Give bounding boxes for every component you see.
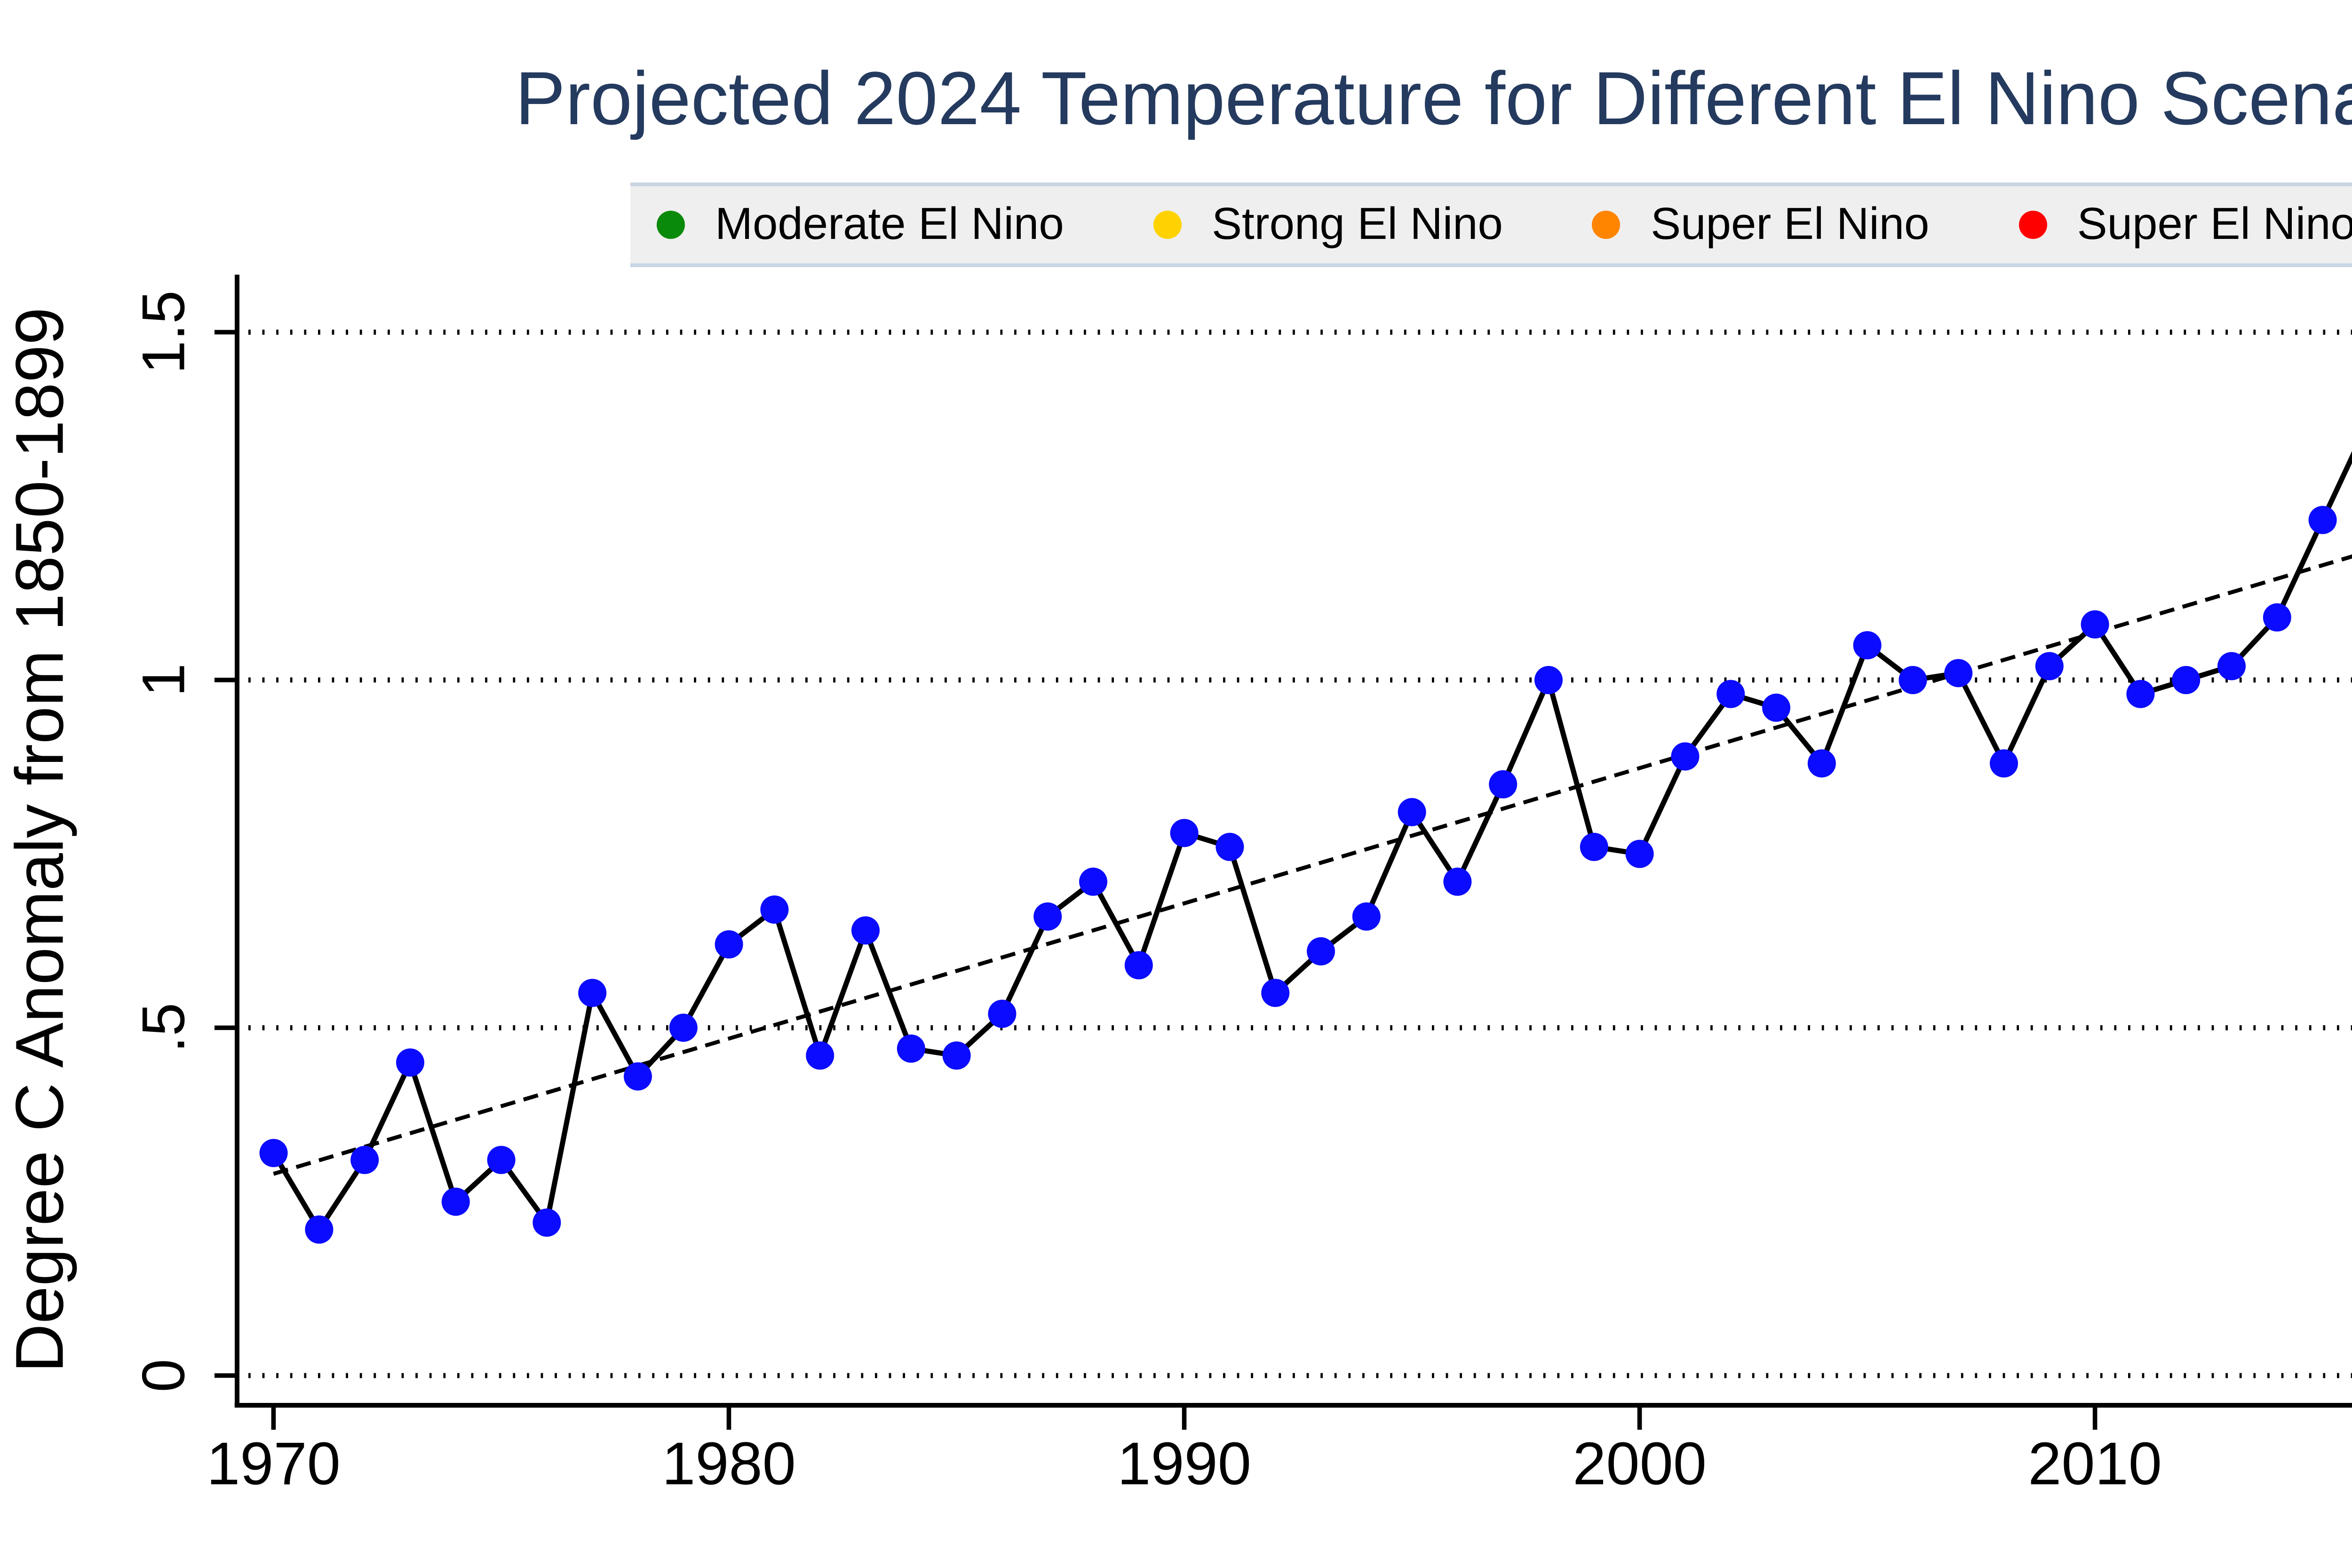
data-point: [1216, 832, 1244, 861]
x-tick-label: 1980: [662, 1430, 796, 1497]
y-tick-label: .5: [130, 1003, 198, 1053]
legend-item-label: Strong El Nino: [1211, 198, 1503, 249]
data-point: [1899, 666, 1927, 694]
data-point: [396, 1048, 424, 1077]
y-tick-label: 1.5: [130, 290, 198, 374]
legend: Moderate El Nino Strong El Nino Super El N…: [630, 182, 2352, 267]
legend-item-label: Moderate El Nino: [715, 198, 1064, 249]
data-point: [1671, 742, 1700, 771]
data-point: [669, 1014, 698, 1042]
trend-line: [273, 554, 2352, 1176]
legend-item: Strong El Nino: [1153, 198, 1503, 251]
data-point: [1398, 798, 1426, 826]
data-point: [532, 1208, 561, 1237]
data-point: [851, 916, 880, 945]
data-point: [305, 1215, 334, 1244]
data-point: [897, 1034, 925, 1063]
data-point: [1534, 666, 1563, 694]
data-point: [1170, 819, 1199, 847]
anomaly-line: [271, 451, 2352, 1232]
data-point: [2308, 506, 2337, 534]
y-gridlines: [248, 329, 2352, 1378]
data-point: [2172, 666, 2201, 694]
data-point: [1352, 902, 1381, 931]
data-point: [487, 1146, 516, 1174]
legend-item-label: Super El Nino: [1651, 198, 1930, 249]
legend-item: Super El Nino+: [2018, 198, 2352, 251]
data-point: [1625, 839, 1654, 868]
y-tick-label: 1: [130, 663, 198, 697]
data-point: [1990, 749, 2018, 778]
data-point: [1762, 693, 1790, 722]
data-point: [1443, 867, 1472, 896]
data-point: [1307, 937, 1335, 966]
data-point: [1853, 631, 1882, 659]
data-point: [1716, 680, 1745, 708]
data-point: [1580, 832, 1608, 861]
data-point: [1489, 770, 1518, 799]
data-point: [2217, 652, 2246, 681]
data-point: [2263, 603, 2291, 632]
data-point: [760, 895, 789, 924]
data-point: [578, 979, 607, 1007]
legend-item: Moderate El Nino: [657, 198, 1064, 251]
data-point: [1033, 902, 1062, 931]
legend-item-label: Super El Nino+: [2077, 198, 2352, 249]
data-point: [624, 1062, 652, 1091]
data-point: [988, 999, 1017, 1028]
data-point: [806, 1041, 834, 1070]
data-point: [942, 1041, 971, 1070]
data-point: [2035, 652, 2064, 681]
legend-marker-icon: [2018, 211, 2047, 239]
chart-title: Projected 2024 Temperature for Different…: [515, 58, 2352, 141]
data-point: [350, 1146, 379, 1174]
x-tick-label: 1990: [1117, 1430, 1251, 1497]
data-point: [259, 1139, 288, 1167]
legend-marker-icon: [1153, 211, 1182, 239]
data-point: [1261, 979, 1290, 1007]
data-point: [1079, 867, 1107, 896]
y-axis-title: Degree C Anomaly from 1850-1899: [2, 307, 78, 1372]
anomaly-series: [259, 451, 2352, 1244]
legend-item: Super El Nino: [1592, 198, 1929, 251]
data-point: [1944, 659, 1973, 688]
data-point: [2126, 680, 2155, 708]
x-tick-label: 2010: [2028, 1430, 2162, 1497]
data-point: [1124, 951, 1153, 980]
data-point: [1807, 749, 1836, 778]
x-tick-label: 1970: [207, 1430, 341, 1497]
legend-marker-icon: [657, 211, 685, 239]
x-tick-label: 2000: [1573, 1430, 1707, 1497]
data-point: [441, 1188, 470, 1216]
y-tick-label: 0: [130, 1359, 198, 1392]
legend-marker-icon: [1592, 211, 1621, 239]
data-point: [715, 930, 743, 958]
data-point: [2081, 610, 2109, 639]
axes: 1970198019902000201020200.511.5: [130, 275, 2352, 1497]
